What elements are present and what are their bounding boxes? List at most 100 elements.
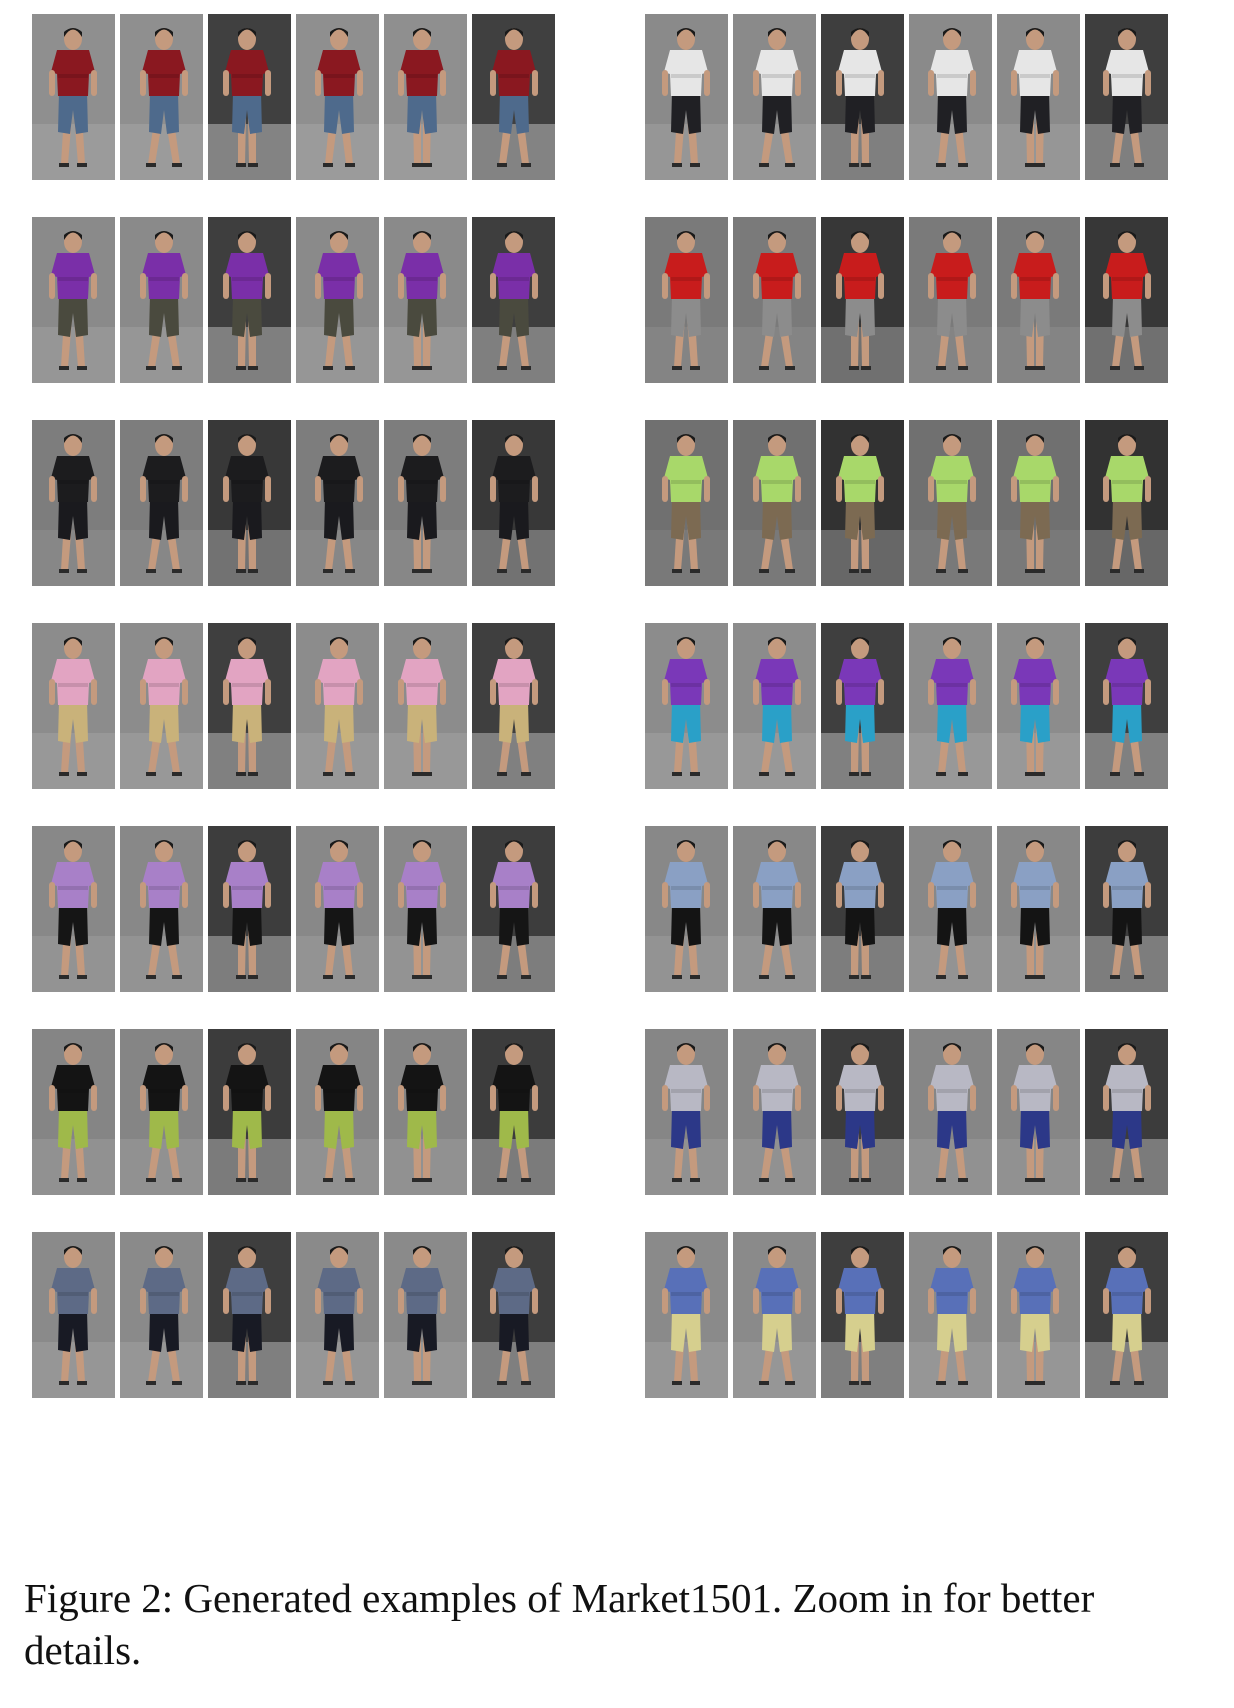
pedestrian-image bbox=[296, 420, 379, 586]
pedestrian-image bbox=[296, 14, 379, 180]
pedestrian-image bbox=[909, 217, 992, 383]
pedestrian-image bbox=[120, 420, 203, 586]
pedestrian-image bbox=[472, 14, 555, 180]
pedestrian-image bbox=[1085, 217, 1168, 383]
pedestrian-image bbox=[821, 1232, 904, 1398]
pedestrian-image bbox=[120, 1232, 203, 1398]
pedestrian-image bbox=[733, 1232, 816, 1398]
pedestrian-image bbox=[384, 217, 467, 383]
pedestrian-image bbox=[296, 1232, 379, 1398]
pedestrian-image bbox=[32, 623, 115, 789]
pedestrian-image bbox=[120, 14, 203, 180]
pedestrian-image bbox=[997, 217, 1080, 383]
pedestrian-image bbox=[997, 14, 1080, 180]
pedestrian-image bbox=[208, 14, 291, 180]
pedestrian-image bbox=[120, 217, 203, 383]
pedestrian-image bbox=[472, 1232, 555, 1398]
pedestrian-image bbox=[208, 1232, 291, 1398]
pedestrian-image bbox=[1085, 420, 1168, 586]
pedestrian-image bbox=[645, 623, 728, 789]
pedestrian-image bbox=[472, 420, 555, 586]
pedestrian-image bbox=[1085, 826, 1168, 992]
left-row bbox=[32, 1232, 592, 1398]
pedestrian-image bbox=[32, 826, 115, 992]
pedestrian-image bbox=[821, 217, 904, 383]
pedestrian-image bbox=[120, 826, 203, 992]
pedestrian-image bbox=[296, 623, 379, 789]
pedestrian-image bbox=[32, 14, 115, 180]
right-row bbox=[645, 1232, 1205, 1398]
pedestrian-image bbox=[32, 217, 115, 383]
pedestrian-image bbox=[997, 1029, 1080, 1195]
right-row bbox=[645, 826, 1205, 992]
left-row bbox=[32, 826, 592, 992]
pedestrian-image bbox=[208, 1029, 291, 1195]
pedestrian-image bbox=[384, 826, 467, 992]
pedestrian-image bbox=[821, 14, 904, 180]
pedestrian-image bbox=[909, 623, 992, 789]
pedestrian-image bbox=[120, 623, 203, 789]
pedestrian-image bbox=[821, 1029, 904, 1195]
pedestrian-image bbox=[32, 420, 115, 586]
pedestrian-image bbox=[472, 826, 555, 992]
left-row bbox=[32, 1029, 592, 1195]
pedestrian-image bbox=[32, 1232, 115, 1398]
pedestrian-image bbox=[645, 420, 728, 586]
pedestrian-image bbox=[1085, 14, 1168, 180]
left-row bbox=[32, 420, 592, 586]
pedestrian-image bbox=[32, 1029, 115, 1195]
pedestrian-image bbox=[208, 826, 291, 992]
pedestrian-image bbox=[909, 1029, 992, 1195]
pedestrian-image bbox=[733, 623, 816, 789]
left-row bbox=[32, 623, 592, 789]
right-row bbox=[645, 623, 1205, 789]
pedestrian-image bbox=[296, 217, 379, 383]
pedestrian-image bbox=[208, 420, 291, 586]
pedestrian-image bbox=[909, 1232, 992, 1398]
pedestrian-image bbox=[645, 1232, 728, 1398]
pedestrian-image bbox=[997, 826, 1080, 992]
pedestrian-image bbox=[821, 623, 904, 789]
pedestrian-image bbox=[997, 420, 1080, 586]
pedestrian-image bbox=[645, 1029, 728, 1195]
pedestrian-image bbox=[472, 623, 555, 789]
pedestrian-image bbox=[472, 217, 555, 383]
pedestrian-image bbox=[1085, 1232, 1168, 1398]
pedestrian-image bbox=[733, 420, 816, 586]
pedestrian-image bbox=[909, 14, 992, 180]
pedestrian-image bbox=[120, 1029, 203, 1195]
pedestrian-image bbox=[384, 14, 467, 180]
pedestrian-image bbox=[1085, 1029, 1168, 1195]
pedestrian-image bbox=[384, 623, 467, 789]
pedestrian-image bbox=[208, 623, 291, 789]
pedestrian-image bbox=[733, 826, 816, 992]
pedestrian-image bbox=[384, 420, 467, 586]
pedestrian-image bbox=[645, 826, 728, 992]
right-row bbox=[645, 217, 1205, 383]
pedestrian-image bbox=[909, 826, 992, 992]
pedestrian-image bbox=[296, 826, 379, 992]
pedestrian-image bbox=[821, 826, 904, 992]
right-row bbox=[645, 420, 1205, 586]
pedestrian-image bbox=[384, 1029, 467, 1195]
right-row bbox=[645, 14, 1205, 180]
pedestrian-image bbox=[997, 623, 1080, 789]
pedestrian-image bbox=[733, 217, 816, 383]
pedestrian-image bbox=[208, 217, 291, 383]
pedestrian-image bbox=[645, 217, 728, 383]
pedestrian-image bbox=[1085, 623, 1168, 789]
right-row bbox=[645, 1029, 1205, 1195]
figure-caption: Figure 2: Generated examples of Market15… bbox=[24, 1575, 1095, 1673]
pedestrian-image bbox=[384, 1232, 467, 1398]
left-row bbox=[32, 14, 592, 180]
pedestrian-image bbox=[997, 1232, 1080, 1398]
pedestrian-image bbox=[821, 420, 904, 586]
figure-image-grid bbox=[32, 14, 1205, 1398]
pedestrian-image bbox=[733, 1029, 816, 1195]
pedestrian-image bbox=[296, 1029, 379, 1195]
pedestrian-image bbox=[645, 14, 728, 180]
pedestrian-image bbox=[909, 420, 992, 586]
pedestrian-image bbox=[733, 14, 816, 180]
pedestrian-image bbox=[472, 1029, 555, 1195]
left-row bbox=[32, 217, 592, 383]
